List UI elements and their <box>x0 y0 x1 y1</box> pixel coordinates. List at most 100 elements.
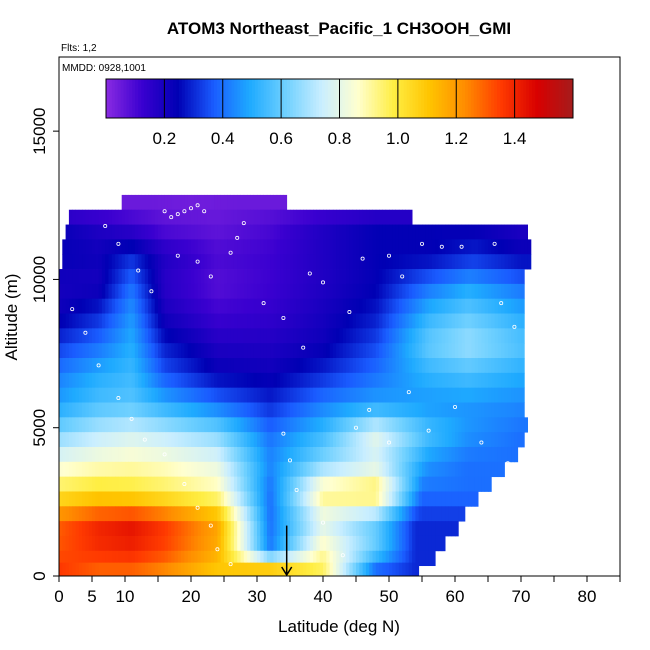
heatmap-cell <box>138 476 142 492</box>
heatmap-cell <box>342 254 347 270</box>
heatmap-cell <box>365 298 370 314</box>
heatmap-cell <box>118 461 123 478</box>
heatmap-cell <box>181 387 185 403</box>
heatmap-cell <box>484 343 489 359</box>
heatmap-cell <box>398 562 403 576</box>
heatmap-cell <box>511 387 515 403</box>
heatmap-cell <box>85 521 90 537</box>
heatmap-cell <box>329 476 334 492</box>
heatmap-cell <box>220 269 225 285</box>
heatmap-cell <box>283 343 288 359</box>
heatmap-cell <box>349 358 354 374</box>
heatmap-cell <box>511 358 515 374</box>
heatmap-cell <box>224 194 228 211</box>
heatmap-cell <box>319 224 324 240</box>
heatmap-cell <box>177 402 182 418</box>
heatmap-cell <box>101 269 106 285</box>
heatmap-cell <box>214 550 218 567</box>
heatmap-cell <box>253 254 258 270</box>
heatmap-cell <box>392 358 396 374</box>
heatmap-cell <box>326 283 330 300</box>
heatmap-cell <box>108 283 113 300</box>
heatmap-cell <box>164 328 169 344</box>
heatmap-cell <box>115 476 119 492</box>
heatmap-cell <box>455 432 459 448</box>
heatmap-cell <box>85 506 90 522</box>
heatmap-cell <box>134 446 139 463</box>
heatmap-cell <box>200 417 205 433</box>
heatmap-cell <box>392 402 396 418</box>
heatmap-cell <box>111 562 116 576</box>
heatmap-cell <box>372 313 377 329</box>
colorbar-segment <box>152 79 157 118</box>
heatmap-cell <box>217 239 222 255</box>
heatmap-cell <box>286 313 291 329</box>
heatmap-cell <box>171 224 175 240</box>
heatmap-cell <box>326 254 330 270</box>
heatmap-cell <box>507 269 512 285</box>
heatmap-cell <box>455 446 459 463</box>
heatmap-cell <box>187 476 192 492</box>
heatmap-cell <box>134 254 139 270</box>
heatmap-cell <box>158 298 162 314</box>
heatmap-cell <box>72 239 76 255</box>
heatmap-cell <box>217 417 222 433</box>
heatmap-cell <box>352 521 357 537</box>
heatmap-cell <box>293 387 297 403</box>
heatmap-cell <box>303 313 307 329</box>
heatmap-cell <box>250 402 255 418</box>
heatmap-cell <box>464 254 469 270</box>
heatmap-cell <box>154 446 159 463</box>
heatmap-cell <box>187 550 192 567</box>
heatmap-cell <box>296 298 301 314</box>
heatmap-cell <box>247 521 251 537</box>
heatmap-cell <box>260 402 264 418</box>
heatmap-cell <box>233 298 238 314</box>
heatmap-cell <box>141 387 146 403</box>
heatmap-cell <box>167 194 172 211</box>
heatmap-cell <box>115 432 119 448</box>
heatmap-cell <box>204 343 208 359</box>
heatmap-cell <box>121 402 126 418</box>
heatmap-cell <box>362 402 367 418</box>
heatmap-cell <box>389 562 393 576</box>
heatmap-cell <box>517 328 522 344</box>
heatmap-cell <box>85 432 90 448</box>
heatmap-cell <box>280 209 284 225</box>
heatmap-cell <box>332 298 337 314</box>
heatmap-cell <box>204 550 208 567</box>
heatmap-cell <box>270 461 274 478</box>
heatmap-cell <box>253 328 258 344</box>
heatmap-cell <box>286 358 291 374</box>
heatmap-cell <box>379 506 383 522</box>
heatmap-cell <box>257 194 261 211</box>
heatmap-cell <box>200 446 205 463</box>
heatmap-cell <box>306 209 311 225</box>
colorbar-segment <box>225 79 229 118</box>
heatmap-cell <box>481 461 486 478</box>
heatmap-cell <box>428 461 433 478</box>
heatmap-cell <box>389 343 393 359</box>
heatmap-cell <box>385 476 390 492</box>
heatmap-cell <box>108 550 113 567</box>
flight-point <box>175 212 180 217</box>
heatmap-cell <box>448 283 453 300</box>
heatmap-cell <box>224 283 228 300</box>
heatmap-cell <box>233 254 238 270</box>
heatmap-cell <box>161 209 165 225</box>
heatmap-cell <box>488 298 492 314</box>
heatmap-cell <box>250 254 255 270</box>
heatmap-cell <box>461 254 466 270</box>
heatmap-cell <box>197 239 202 255</box>
heatmap-cell <box>154 521 159 537</box>
x-tick-label: 70 <box>512 587 531 606</box>
heatmap-cell <box>88 313 93 329</box>
heatmap-cell <box>214 387 218 403</box>
heatmap-cell <box>276 476 281 492</box>
heatmap-cell <box>422 417 426 433</box>
heatmap-cell <box>359 562 363 576</box>
heatmap-cell <box>253 269 258 285</box>
heatmap-cell <box>88 446 93 463</box>
heatmap-cell <box>372 343 377 359</box>
heatmap-cell <box>365 313 370 329</box>
